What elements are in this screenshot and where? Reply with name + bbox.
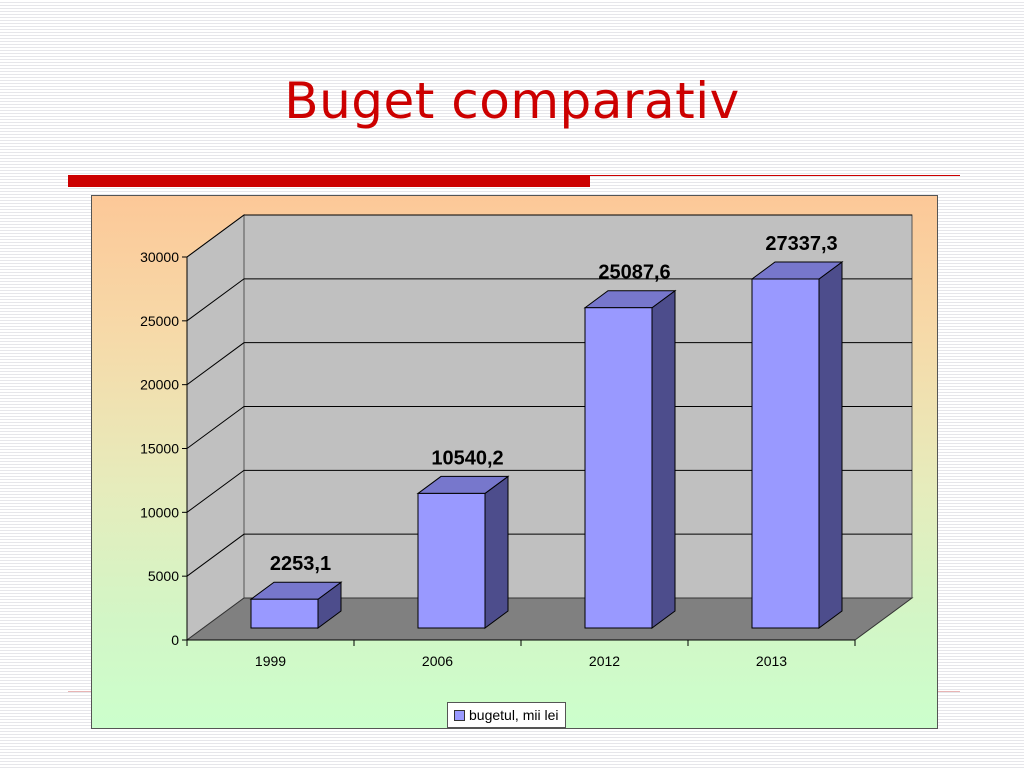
data-label: 25087,6 xyxy=(598,262,670,284)
bar-side xyxy=(484,475,509,629)
y-tick-label: 10000 xyxy=(140,504,179,520)
bar xyxy=(751,278,820,629)
y-tick-label: 25000 xyxy=(140,313,179,329)
data-label: 10540,2 xyxy=(431,447,503,469)
bottom-rule-left xyxy=(68,691,91,692)
y-tick-label: 5000 xyxy=(148,568,179,584)
gridline xyxy=(186,278,912,322)
x-tick-label: 2012 xyxy=(589,653,620,669)
chart-legend: bugetul, mii lei xyxy=(447,702,566,728)
x-tick-label: 2013 xyxy=(756,653,787,669)
y-tick-label: 15000 xyxy=(140,441,179,457)
legend-swatch xyxy=(454,709,465,721)
y-tick-label: 30000 xyxy=(140,249,179,265)
gridline xyxy=(186,406,912,449)
gridline xyxy=(186,214,912,258)
gridline xyxy=(186,469,912,513)
bar xyxy=(584,307,653,629)
legend-label: bugetul, mii lei xyxy=(469,707,559,723)
gridline xyxy=(186,342,912,386)
title-underline-thick xyxy=(68,175,590,187)
bar-side xyxy=(651,289,676,629)
title-underline-thin xyxy=(590,175,960,176)
x-tick-label: 2006 xyxy=(422,653,453,669)
y-tick-label: 0 xyxy=(171,632,179,648)
data-label: 2253,1 xyxy=(270,553,331,575)
bar xyxy=(250,598,319,629)
slide-title: Buget comparativ xyxy=(284,72,740,130)
bar-side xyxy=(818,261,843,629)
x-tick-label: 1999 xyxy=(255,653,286,669)
gridline xyxy=(186,533,912,577)
data-label: 27337,3 xyxy=(765,233,837,255)
bar xyxy=(417,492,486,629)
y-tick-label: 20000 xyxy=(140,377,179,393)
bottom-rule-right xyxy=(938,691,960,692)
